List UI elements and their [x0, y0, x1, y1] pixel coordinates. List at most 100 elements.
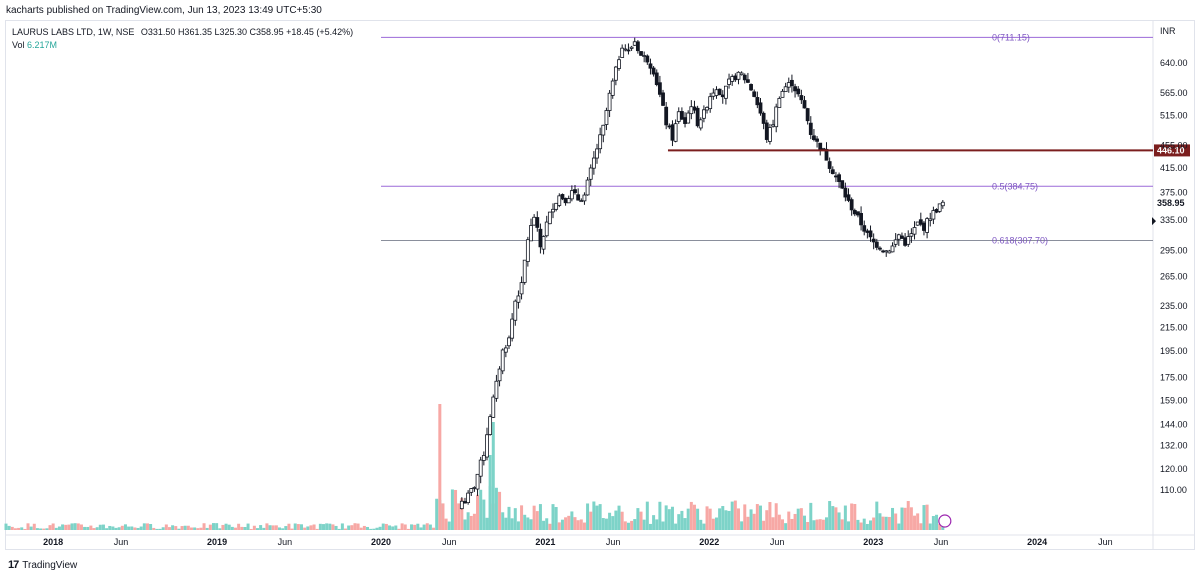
- volume-bar: [758, 505, 762, 530]
- candle-body: [934, 209, 939, 213]
- candle-body: [808, 122, 813, 135]
- candle-body: [463, 501, 467, 504]
- candle-body: [510, 318, 515, 339]
- candle-body: [635, 41, 640, 52]
- fib-label: 0.618(307.70): [992, 235, 1048, 245]
- volume-bar: [274, 525, 278, 530]
- price-tick-label: 195.00: [1160, 346, 1188, 356]
- volume-bar: [740, 521, 744, 530]
- volume-bar: [582, 522, 586, 530]
- volume-bar: [344, 528, 348, 530]
- price-tick-label: 515.00: [1160, 111, 1188, 121]
- volume-bar: [875, 501, 879, 530]
- candle-body: [541, 236, 546, 250]
- volume-bar: [670, 506, 674, 530]
- candle-body: [500, 349, 505, 372]
- volume-bar: [699, 519, 703, 530]
- candle-body: [692, 106, 697, 111]
- candle-body: [918, 219, 923, 225]
- volume-bar: [768, 502, 772, 530]
- candle-body: [560, 194, 565, 200]
- candle-body: [497, 368, 502, 382]
- candle-body: [749, 84, 753, 91]
- volume-bar: [10, 526, 14, 530]
- volume-bar: [284, 526, 288, 530]
- candle-body: [909, 233, 914, 237]
- legend-symbol[interactable]: LAURUS LABS LTD, 1W, NSE: [12, 27, 135, 37]
- volume-bar: [183, 525, 187, 530]
- volume-bar: [755, 504, 759, 530]
- volume-bar: [375, 527, 379, 530]
- volume-bar: [573, 517, 577, 530]
- volume-bar: [271, 525, 275, 530]
- volume-bar: [419, 527, 423, 530]
- volume-bar: [630, 520, 634, 530]
- volume-bar: [925, 504, 929, 530]
- volume-bar: [337, 528, 341, 530]
- fib-label: 0(711.15): [992, 32, 1030, 42]
- volume-bar: [878, 513, 882, 530]
- volume-bar: [696, 508, 700, 530]
- volume-bar: [922, 505, 926, 530]
- candle-body: [670, 124, 675, 141]
- footer-brand[interactable]: 17 TradingView: [8, 559, 77, 571]
- fib-levels: 0(711.15) 0.5(384.75) 0.618(307.70): [380, 32, 1153, 245]
- volume-bar: [64, 524, 68, 530]
- volume-bar: [139, 526, 143, 530]
- volume-bar: [523, 514, 527, 530]
- volume-bar: [865, 523, 869, 530]
- volume-bar: [482, 499, 486, 530]
- price-tick-label: 175.00: [1160, 372, 1188, 382]
- volume-bar: [32, 523, 36, 530]
- candle-body: [610, 80, 615, 96]
- candle-body: [683, 117, 687, 124]
- flash-icon: [938, 514, 952, 528]
- candle-body: [551, 208, 555, 213]
- volume-bar: [818, 519, 822, 530]
- volume-bar: [642, 519, 646, 530]
- volume-bar: [501, 512, 505, 530]
- chart-legend: LAURUS LABS LTD, 1W, NSE O331.50 H361.35…: [12, 26, 353, 52]
- volume-bar: [752, 513, 756, 530]
- volume-bar: [721, 506, 725, 530]
- candles: [459, 37, 945, 510]
- candle-body: [799, 95, 804, 101]
- volume-bar: [639, 511, 643, 530]
- volume-bar: [554, 507, 558, 530]
- volume-bar: [746, 516, 750, 530]
- volume-bar: [259, 525, 263, 530]
- candle-body: [667, 125, 672, 128]
- candle-body: [730, 76, 735, 82]
- volume-bar: [903, 507, 907, 530]
- volume-bar: [677, 514, 681, 530]
- volume-bar: [592, 501, 596, 530]
- volume-bar: [626, 522, 630, 530]
- volume-bar: [479, 489, 483, 530]
- candle-body: [469, 488, 474, 493]
- volume-bar: [315, 528, 319, 530]
- price-tick-label: 110.00: [1160, 485, 1187, 495]
- support-price-badge: [1154, 144, 1190, 157]
- volume-bar: [466, 512, 470, 530]
- volume-bar: [167, 527, 171, 530]
- volume-bar: [692, 504, 696, 530]
- volume-bar: [397, 528, 401, 530]
- volume-bar: [98, 524, 102, 530]
- volume-bar: [702, 523, 706, 530]
- volume-bar: [76, 523, 80, 530]
- volume-bar: [809, 502, 813, 530]
- volume-bar: [441, 503, 445, 530]
- candle-body: [576, 194, 581, 201]
- volume-bar: [847, 521, 851, 530]
- candle-body: [538, 228, 543, 248]
- candle-body: [925, 218, 930, 233]
- candle-body: [896, 234, 901, 240]
- volume-bar: [736, 508, 740, 530]
- volume-bar: [831, 506, 835, 530]
- volume-bar: [186, 525, 190, 530]
- candle-body: [818, 142, 823, 151]
- volume-bar: [26, 523, 30, 530]
- volume-bar: [661, 521, 665, 530]
- volume-bar: [39, 528, 43, 530]
